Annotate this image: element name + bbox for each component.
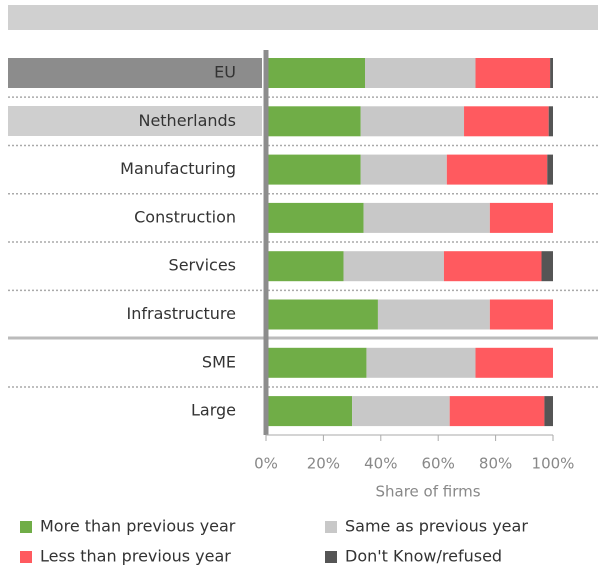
- bar-segment: [266, 106, 361, 137]
- highlight-netherlands: [8, 106, 262, 136]
- legend-label: Don't Know/refused: [345, 547, 502, 566]
- y-tick-label: SME: [202, 352, 236, 371]
- x-tick-label: 100%: [532, 455, 575, 473]
- legend-swatch: [325, 551, 337, 563]
- y-tick-label: Netherlands: [138, 111, 236, 130]
- legend-label: Less than previous year: [40, 547, 231, 566]
- y-tick-label: Construction: [134, 207, 236, 226]
- bar-segment: [449, 396, 545, 427]
- bar-segment: [550, 58, 553, 88]
- bar-segment: [548, 106, 553, 137]
- bar-segment: [360, 106, 465, 137]
- bar-segment: [360, 154, 447, 185]
- bar-segment: [443, 251, 542, 282]
- y-tick-label: Services: [169, 256, 236, 275]
- header-bar: [8, 5, 598, 30]
- y-tick-label: Infrastructure: [127, 304, 236, 323]
- x-tick-label: 60%: [422, 455, 455, 473]
- legend-swatch: [20, 551, 32, 563]
- bar-segment: [363, 202, 490, 233]
- bar-segment: [464, 106, 549, 137]
- bar-segment: [475, 58, 551, 88]
- bar-segment: [547, 154, 553, 185]
- bar-segment: [352, 396, 450, 427]
- bar-segment: [446, 154, 548, 185]
- bar-segment: [266, 251, 344, 282]
- x-axis-label: Share of firms: [375, 483, 480, 501]
- x-tick-label: 20%: [307, 455, 340, 473]
- bar-segment: [266, 58, 366, 88]
- bar-segment: [366, 347, 476, 378]
- x-tick-label: 80%: [479, 455, 512, 473]
- bar-segment: [266, 202, 364, 233]
- x-tick-label: 40%: [364, 455, 397, 473]
- bar-segment: [489, 202, 553, 233]
- bar-segment: [266, 299, 378, 330]
- bar-segment: [489, 299, 553, 330]
- legend-label: Same as previous year: [345, 517, 528, 536]
- bar-segment: [365, 58, 476, 88]
- y-tick-label: EU: [214, 63, 236, 82]
- bar-segment: [266, 347, 367, 378]
- bar-segment: [343, 251, 444, 282]
- bar-segment: [266, 154, 361, 185]
- bar-segment: [377, 299, 490, 330]
- bar-segment: [544, 396, 553, 427]
- bar-segment: [475, 347, 553, 378]
- highlight-eu: [8, 58, 262, 88]
- legend-label: More than previous year: [40, 517, 236, 536]
- legend-swatch: [20, 521, 32, 533]
- legend-swatch: [325, 521, 337, 533]
- bar-segment: [266, 396, 353, 427]
- bar-segment: [541, 251, 553, 282]
- y-tick-label: Large: [191, 401, 236, 420]
- x-tick-label: 0%: [254, 455, 278, 473]
- y-tick-label: Manufacturing: [120, 159, 236, 178]
